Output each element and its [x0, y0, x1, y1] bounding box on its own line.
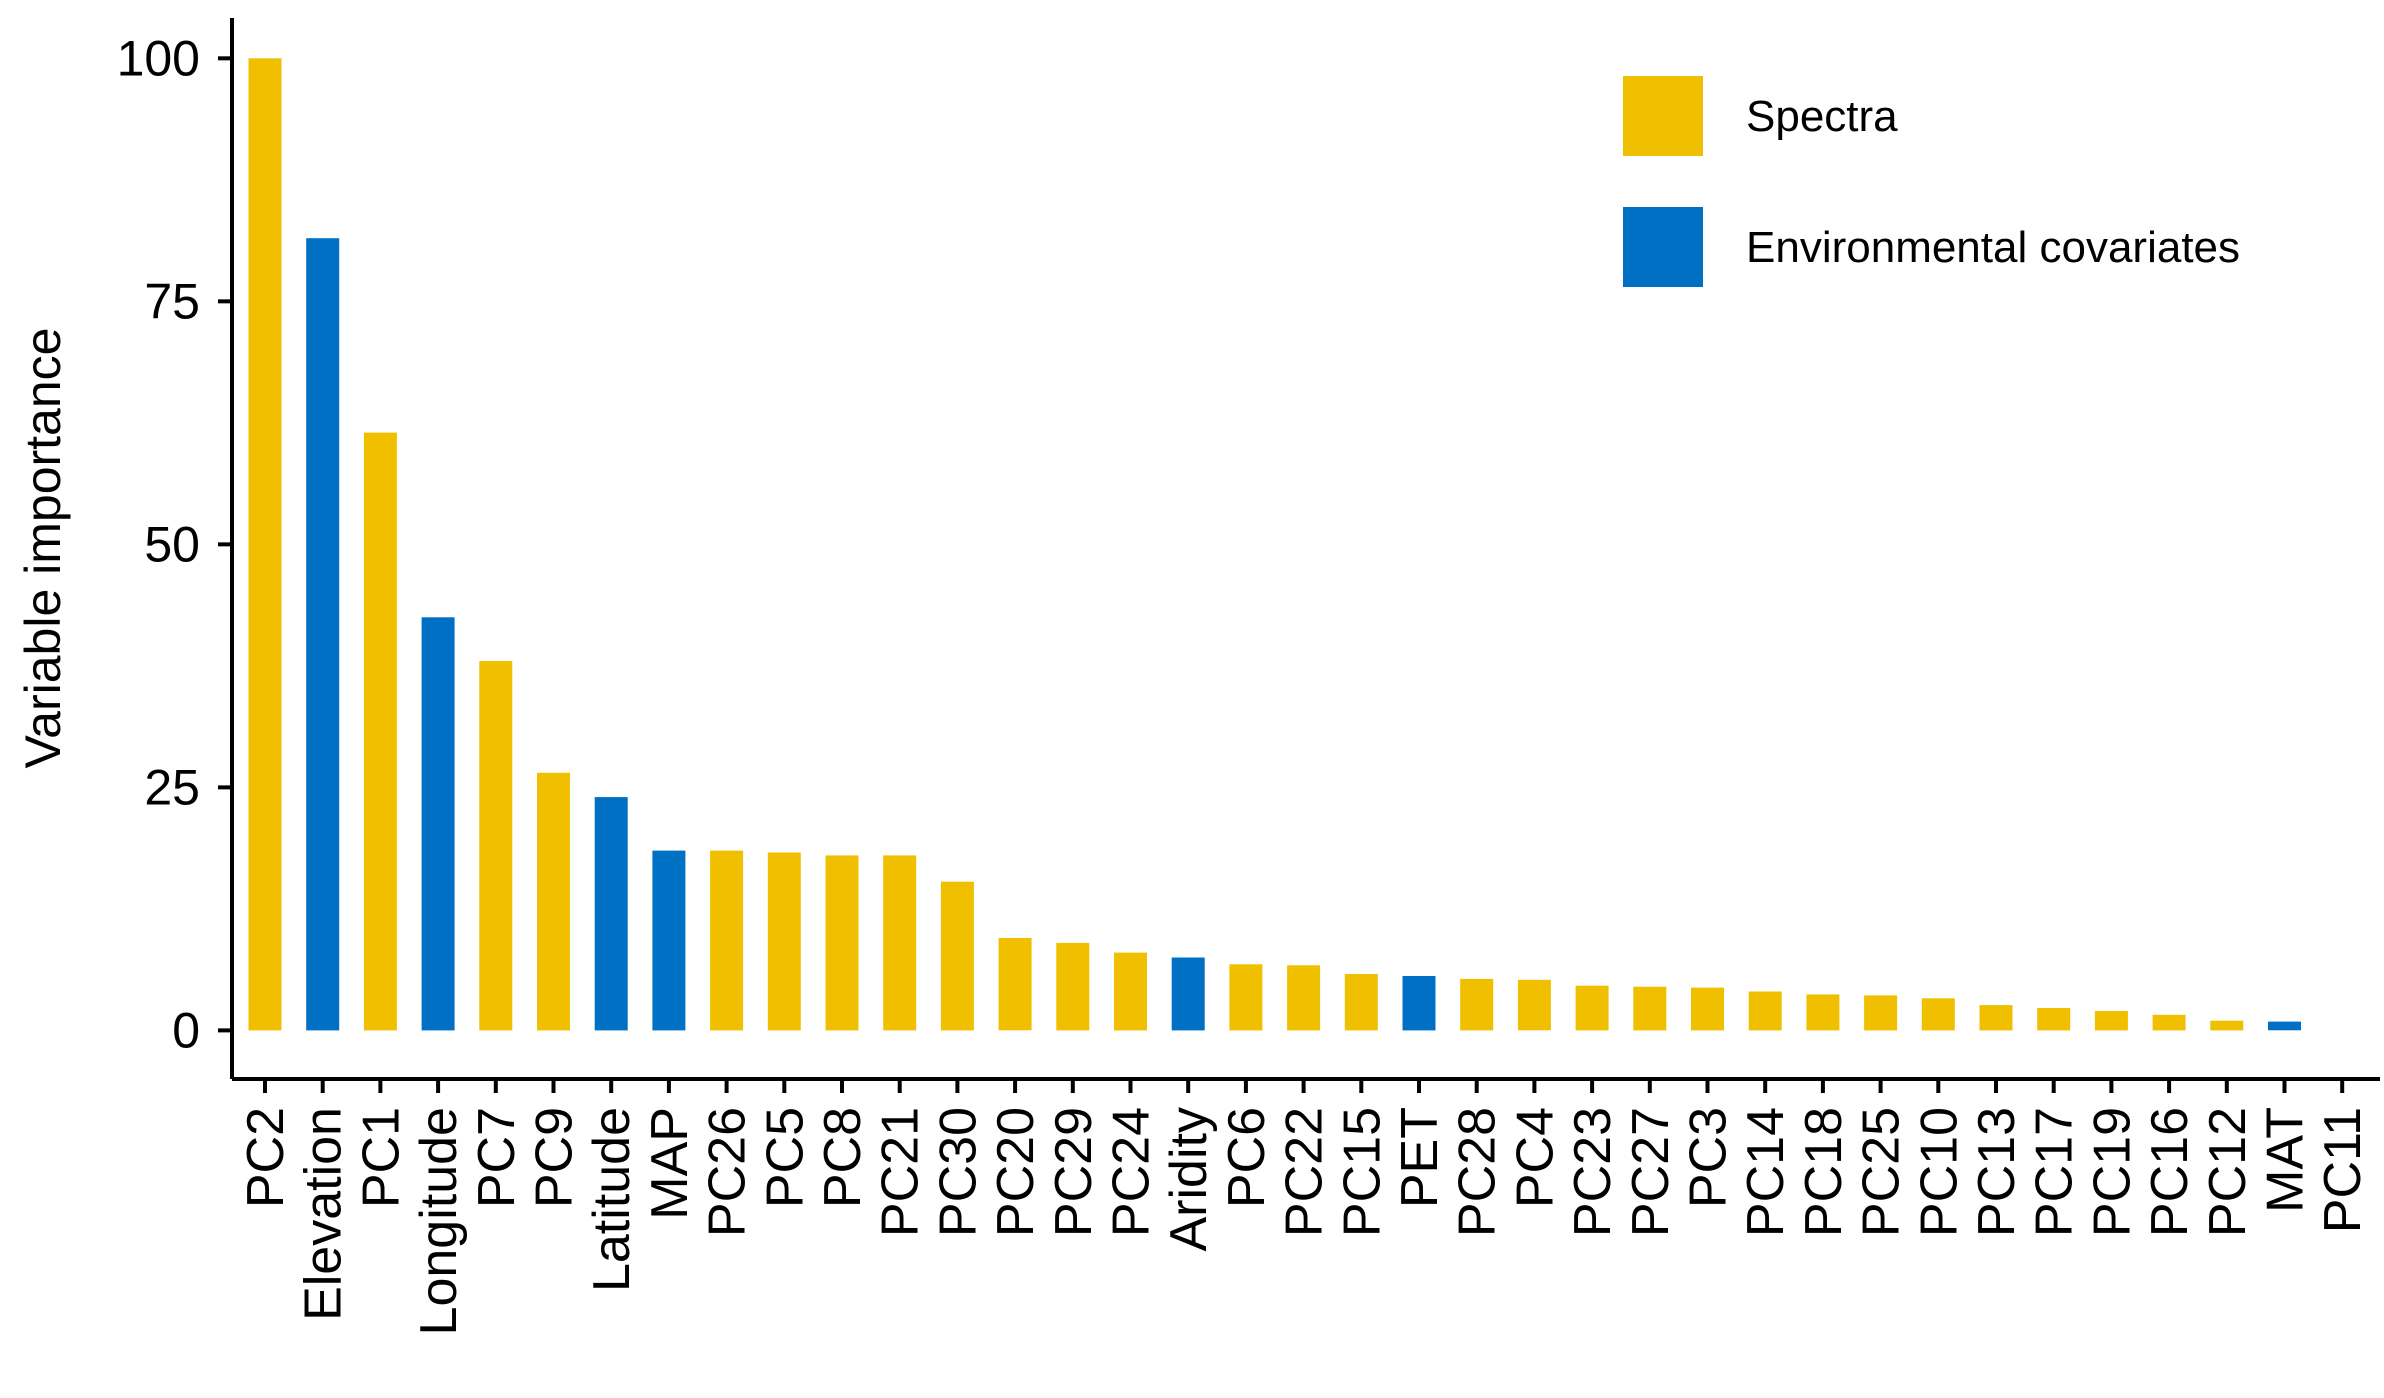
x-tick-label-pc19: PC19 [2083, 1107, 2141, 1237]
x-tick-label-pc27: PC27 [1622, 1107, 1680, 1237]
bar-elevation [306, 238, 340, 1031]
bar-pc26 [710, 850, 744, 1031]
x-tick-label-pc11: PC11 [2314, 1107, 2372, 1233]
x-tick-label-pc20: PC20 [987, 1107, 1045, 1237]
bar-map [652, 850, 686, 1031]
x-tick-label-pet: PET [1391, 1107, 1449, 1208]
x-tick-label-pc28: PC28 [1449, 1107, 1507, 1237]
x-axis: PC2 Elevation PC1 Longitude PC7 PC9 Latitude MA… [232, 1077, 2380, 1335]
bar-pc1 [363, 432, 397, 1031]
x-tick-label-pc24: PC24 [1103, 1107, 1161, 1237]
legend-swatch-spectra [1623, 76, 1703, 156]
x-tick-label-pc10: PC10 [1910, 1107, 1968, 1237]
y-tick-label-0: 0 [172, 1002, 200, 1058]
y-tick-label-75: 75 [144, 273, 200, 329]
bars-layer [248, 58, 2301, 1031]
x-tick-label-pc9: PC9 [526, 1107, 584, 1208]
legend-label-spectra: Spectra [1746, 92, 1898, 141]
bar-pc5 [767, 852, 801, 1031]
bar-pc9 [537, 772, 570, 1031]
bar-pc19 [2094, 1011, 2128, 1031]
x-tick-label-pc7: PC7 [468, 1107, 526, 1208]
bar-pc18 [1806, 994, 1840, 1031]
x-tick-label-elevation: Elevation [295, 1107, 353, 1321]
bar-pc24 [1114, 952, 1147, 1031]
x-tick-label-pc23: PC23 [1564, 1107, 1622, 1237]
bar-pc13 [1979, 1005, 2013, 1031]
bar-pc25 [1864, 995, 1898, 1031]
bar-pc27 [1633, 986, 1667, 1031]
bar-pc16 [2152, 1014, 2186, 1031]
bar-pc22 [1287, 965, 1321, 1031]
bar-pc28 [1460, 978, 1494, 1031]
x-tick-label-pc3: PC3 [1680, 1107, 1738, 1208]
x-tick-label-pc25: PC25 [1853, 1107, 1911, 1237]
x-tick-label-pc13: PC13 [1968, 1107, 2026, 1237]
x-tick-label-pc29: PC29 [1045, 1107, 1103, 1237]
bar-pc14 [1748, 991, 1782, 1031]
bar-pc7 [479, 661, 513, 1031]
x-tick-label-pc30: PC30 [929, 1107, 987, 1237]
x-tick-label-mat: MAT [2257, 1107, 2315, 1213]
bar-longitude [421, 617, 455, 1031]
x-tick-label-pc16: PC16 [2141, 1107, 2199, 1237]
bar-pc20 [998, 938, 1032, 1031]
x-tick-label-longitude: Longitude [410, 1107, 468, 1335]
bar-pc10 [1921, 998, 1955, 1031]
x-tick-label-pc8: PC8 [814, 1107, 872, 1208]
bar-pc15 [1344, 974, 1378, 1031]
bar-pc2 [248, 58, 282, 1031]
x-tick-label-latitude: Latitude [583, 1107, 641, 1292]
x-tick-label-pc5: PC5 [756, 1107, 814, 1208]
bar-pc21 [883, 855, 917, 1031]
x-tick-label-pc2: PC2 [237, 1107, 295, 1208]
x-tick-label-pc15: PC15 [1333, 1107, 1391, 1237]
y-axis: 0 25 50 75 100 [117, 18, 234, 1079]
bar-pc29 [1056, 942, 1090, 1031]
x-tick-label-pc17: PC17 [2026, 1107, 2084, 1237]
bar-latitude [594, 797, 628, 1031]
y-tick-label-50: 50 [144, 516, 200, 572]
bar-pc30 [940, 881, 974, 1031]
bar-pc17 [2037, 1008, 2071, 1031]
x-tick-label-pc22: PC22 [1276, 1107, 1334, 1237]
x-tick-label-pc12: PC12 [2199, 1107, 2257, 1237]
x-tick-label-pc14: PC14 [1737, 1107, 1795, 1237]
legend-label-environmental-covariates: Environmental covariates [1746, 223, 2240, 272]
bar-pc8 [825, 855, 859, 1031]
bar-pc3 [1691, 987, 1724, 1031]
bar-mat [2268, 1021, 2301, 1031]
x-tick-label-pc21: PC21 [872, 1107, 930, 1237]
y-tick-label-100: 100 [117, 30, 200, 86]
y-axis-title: Variable importance [15, 328, 71, 769]
bar-pet [1402, 976, 1436, 1031]
x-tick-label-pc1: PC1 [352, 1107, 410, 1208]
y-tick-label-25: 25 [144, 759, 200, 815]
x-tick-label-pc4: PC4 [1506, 1107, 1564, 1208]
bar-aridity [1171, 957, 1205, 1031]
x-tick-label-pc6: PC6 [1218, 1107, 1276, 1208]
x-tick-label-map: MAP [641, 1107, 699, 1220]
x-tick-label-pc26: PC26 [699, 1107, 757, 1237]
bar-pc12 [2210, 1020, 2244, 1031]
x-tick-label-aridity: Aridity [1160, 1107, 1218, 1251]
legend: Spectra Environmental covariates [1623, 76, 2240, 287]
legend-swatch-environmental [1623, 207, 1703, 287]
bar-pc23 [1575, 985, 1609, 1031]
bar-pc6 [1229, 964, 1263, 1031]
x-tick-label-pc18: PC18 [1795, 1107, 1853, 1237]
bar-pc4 [1517, 979, 1551, 1031]
